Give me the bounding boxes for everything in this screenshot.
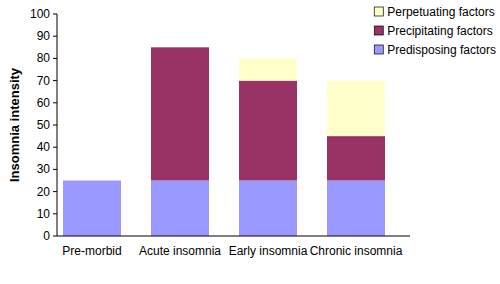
bar-segment xyxy=(239,58,297,80)
bar-segment xyxy=(63,181,121,237)
y-tick-label: 0 xyxy=(43,229,50,243)
bar-segment xyxy=(151,181,209,237)
x-tick-label: Early insomnia xyxy=(229,244,308,258)
bar-segment xyxy=(63,180,121,181)
y-axis-label: Insomnia intensity xyxy=(7,67,22,182)
x-tick-label: Acute insomnia xyxy=(139,244,221,258)
bar-segment xyxy=(151,47,209,180)
y-tick-label: 20 xyxy=(37,185,51,199)
y-tick xyxy=(53,191,57,192)
y-tick-label: 30 xyxy=(37,162,51,176)
legend-label: Perpetuating factors xyxy=(387,5,494,19)
y-tick xyxy=(53,80,57,81)
bars xyxy=(63,47,385,236)
y-tick xyxy=(53,125,57,126)
x-tick-label: Pre-morbid xyxy=(62,244,121,258)
y-tick xyxy=(53,102,57,103)
y-tick-label: 60 xyxy=(37,96,51,110)
bar-segment xyxy=(327,81,385,137)
y-tick xyxy=(53,36,57,37)
legend-label: Predisposing factors xyxy=(387,43,496,57)
y-tick-label: 50 xyxy=(37,118,51,132)
legend-label: Precipitating factors xyxy=(387,24,492,38)
y-tick-label: 100 xyxy=(30,7,50,21)
y-tick xyxy=(53,213,57,214)
chart: 0 10 20 30 40 50 60 70 80 90 100 Pre-morbid Acute in… xyxy=(0,0,500,284)
legend-swatch xyxy=(374,26,383,35)
y-tick xyxy=(53,169,57,170)
legend: Perpetuating factors Precipitating factor… xyxy=(374,5,496,57)
bar-segment xyxy=(327,181,385,237)
y-tick xyxy=(53,236,57,237)
bar-segment xyxy=(239,181,297,237)
bar-segment xyxy=(63,180,121,181)
x-tick-label: Chronic insomnia xyxy=(310,244,403,258)
legend-swatch xyxy=(374,45,383,54)
bar-segment xyxy=(239,81,297,181)
y-tick xyxy=(53,147,57,148)
x-axis xyxy=(57,236,410,237)
y-tick-label: 40 xyxy=(37,140,51,154)
y-tick xyxy=(53,58,57,59)
bar-segment xyxy=(327,136,385,180)
bar-segment xyxy=(151,47,209,48)
y-tick-label: 80 xyxy=(37,51,51,65)
legend-swatch xyxy=(374,7,383,16)
y-tick-label: 70 xyxy=(37,74,51,88)
y-tick-label: 10 xyxy=(37,207,51,221)
y-tick xyxy=(53,14,57,15)
y-tick-label: 90 xyxy=(37,29,51,43)
